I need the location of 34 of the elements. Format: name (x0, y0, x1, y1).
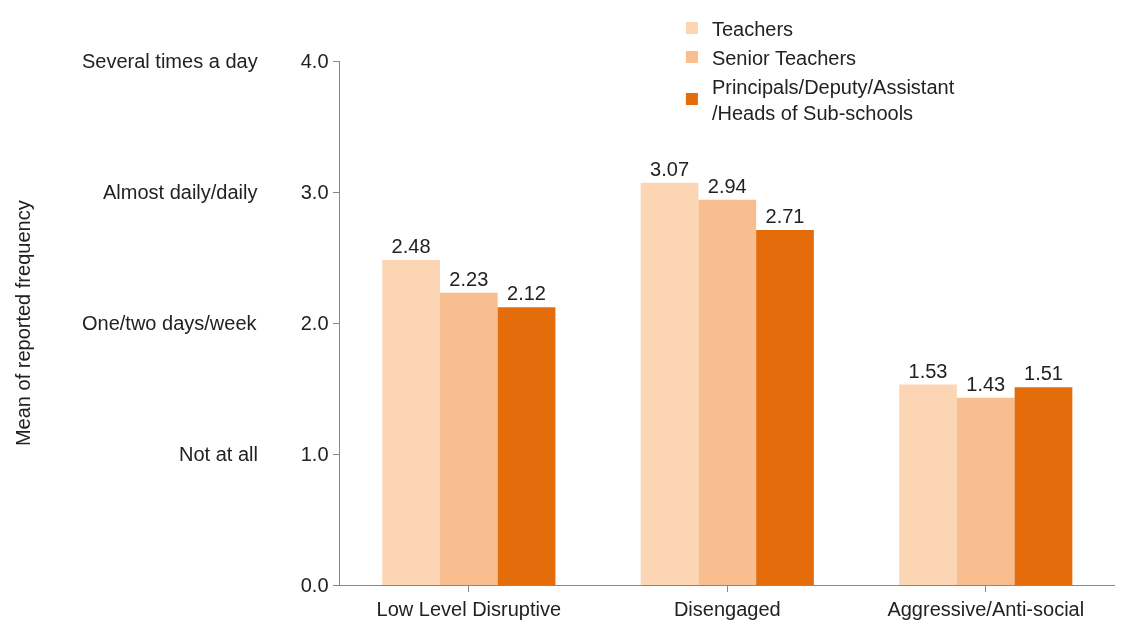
text: Mean of reported frequency (12, 200, 35, 447)
y-tick-label: 2.0 (300, 312, 329, 334)
text: One/two days/week (82, 312, 258, 334)
bar (439, 292, 498, 585)
text: Almost daily/daily (103, 181, 258, 203)
x-tick-label: Low Level Disruptive (376, 598, 562, 620)
bar (899, 384, 957, 585)
y-tick-label: 1.0 (300, 443, 329, 465)
bar (497, 307, 556, 585)
data-label: 2.48 (391, 235, 431, 258)
data-label: 1.53 (908, 359, 948, 382)
text: Not at all (179, 443, 258, 465)
legend-label: Senior Teachers (711, 46, 857, 69)
data-label: 1.43 (966, 372, 1006, 395)
data-label: 3.07 (650, 157, 690, 180)
bar (698, 199, 757, 585)
data-label: 2.94 (707, 174, 747, 197)
bar (1014, 387, 1073, 585)
bar (956, 397, 1015, 585)
bar (640, 182, 699, 585)
text: Several times a day (82, 50, 258, 72)
data-label: 1.51 (1024, 362, 1063, 385)
y-tick-label: 4.0 (300, 50, 329, 72)
data-label: 2.23 (449, 267, 489, 290)
y-tick-label: 3.0 (300, 181, 329, 203)
y-tick-label: 0.0 (300, 574, 329, 596)
legend-label: Principals/Deputy/Assistant/Heads of Sub-schools (711, 75, 955, 124)
x-tick-label: Aggressive/Anti-social (887, 598, 1085, 620)
data-label: 2.71 (765, 204, 805, 227)
x-tick-label: Disengaged (673, 598, 781, 620)
legend-label: Teachers (711, 17, 794, 40)
bar (382, 260, 440, 585)
bar (756, 229, 814, 585)
data-label: 2.12 (507, 282, 547, 305)
